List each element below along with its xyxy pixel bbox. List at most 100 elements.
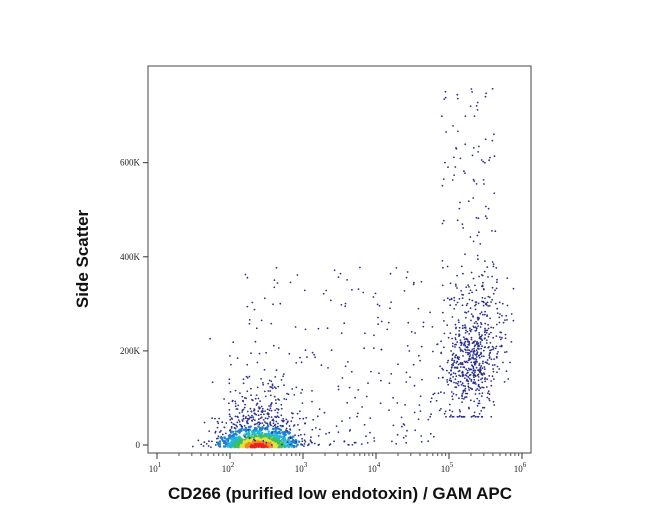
- event-point: [483, 270, 486, 273]
- event-point: [474, 369, 477, 372]
- event-point: [316, 415, 319, 418]
- event-point: [230, 430, 233, 433]
- event-point: [298, 429, 301, 431]
- event-point: [427, 418, 430, 421]
- event-point: [251, 442, 255, 445]
- event-point: [451, 415, 454, 418]
- event-point: [481, 392, 484, 394]
- event-point: [456, 301, 459, 304]
- event-point: [441, 376, 444, 379]
- event-point: [363, 423, 366, 426]
- event-point: [484, 327, 486, 330]
- event-point: [474, 393, 477, 395]
- event-point: [472, 354, 474, 356]
- event-point: [245, 416, 247, 418]
- event-point: [339, 272, 342, 275]
- event-point: [320, 364, 323, 367]
- event-point: [504, 319, 506, 321]
- event-point: [234, 415, 237, 418]
- event-point: [445, 415, 447, 418]
- event-point: [478, 400, 481, 402]
- event-point: [481, 334, 483, 337]
- event-point: [276, 441, 280, 444]
- event-point: [264, 417, 267, 420]
- event-point: [498, 316, 501, 319]
- event-point: [495, 356, 498, 359]
- event-point: [390, 301, 392, 303]
- event-point: [499, 338, 502, 341]
- event-point: [469, 105, 472, 107]
- event-point: [268, 405, 270, 407]
- event-point: [469, 387, 472, 389]
- event-point: [478, 348, 480, 350]
- event-point: [444, 96, 447, 99]
- event-point: [510, 341, 513, 343]
- event-point: [221, 421, 224, 424]
- event-point: [327, 367, 329, 369]
- event-point: [283, 437, 287, 440]
- event-point: [291, 416, 294, 419]
- event-point: [476, 388, 479, 390]
- event-point: [294, 434, 296, 436]
- event-point: [464, 385, 466, 388]
- event-point: [485, 386, 488, 388]
- event-point: [478, 333, 481, 336]
- event-point: [344, 365, 347, 368]
- event-point: [257, 418, 260, 421]
- event-point: [277, 408, 280, 411]
- event-point: [464, 327, 467, 329]
- event-point: [290, 436, 294, 440]
- event-point: [485, 361, 488, 364]
- event-point: [456, 287, 458, 289]
- event-point: [260, 405, 263, 408]
- event-point: [474, 308, 477, 311]
- event-point: [278, 434, 281, 438]
- event-point: [495, 335, 498, 337]
- event-point: [455, 326, 457, 329]
- event-point: [281, 443, 283, 446]
- event-point: [443, 346, 445, 349]
- event-point: [367, 382, 369, 385]
- event-point: [282, 373, 285, 375]
- event-point: [244, 273, 247, 276]
- event-point: [457, 130, 459, 133]
- event-point: [311, 441, 313, 444]
- event-point: [451, 410, 454, 413]
- event-point: [337, 431, 340, 433]
- event-point: [337, 385, 340, 388]
- event-point: [431, 326, 434, 328]
- event-point: [459, 157, 462, 160]
- event-point: [218, 442, 222, 446]
- event-point: [295, 386, 298, 389]
- event-point: [465, 337, 468, 340]
- event-point: [257, 421, 259, 424]
- event-point: [276, 427, 279, 430]
- event-point: [214, 431, 217, 434]
- event-point: [266, 408, 269, 411]
- event-point: [268, 415, 270, 418]
- event-point: [396, 402, 399, 404]
- event-point: [480, 351, 482, 354]
- event-point: [379, 402, 382, 405]
- event-point: [441, 260, 444, 262]
- event-point: [373, 347, 375, 349]
- event-point: [473, 358, 475, 360]
- event-point: [460, 342, 463, 345]
- event-point: [490, 301, 492, 303]
- event-point: [289, 436, 292, 439]
- event-point: [210, 446, 212, 449]
- event-point: [473, 400, 476, 403]
- event-point: [234, 436, 237, 440]
- event-point: [313, 442, 316, 445]
- event-point: [246, 420, 249, 422]
- event-point: [440, 115, 443, 118]
- event-point: [456, 415, 459, 418]
- event-point: [466, 346, 469, 349]
- event-point: [344, 305, 347, 307]
- event-point: [300, 361, 303, 364]
- event-point: [486, 217, 488, 220]
- event-point: [448, 379, 451, 382]
- event-point: [274, 409, 276, 412]
- event-point: [476, 254, 479, 257]
- event-point: [464, 396, 467, 399]
